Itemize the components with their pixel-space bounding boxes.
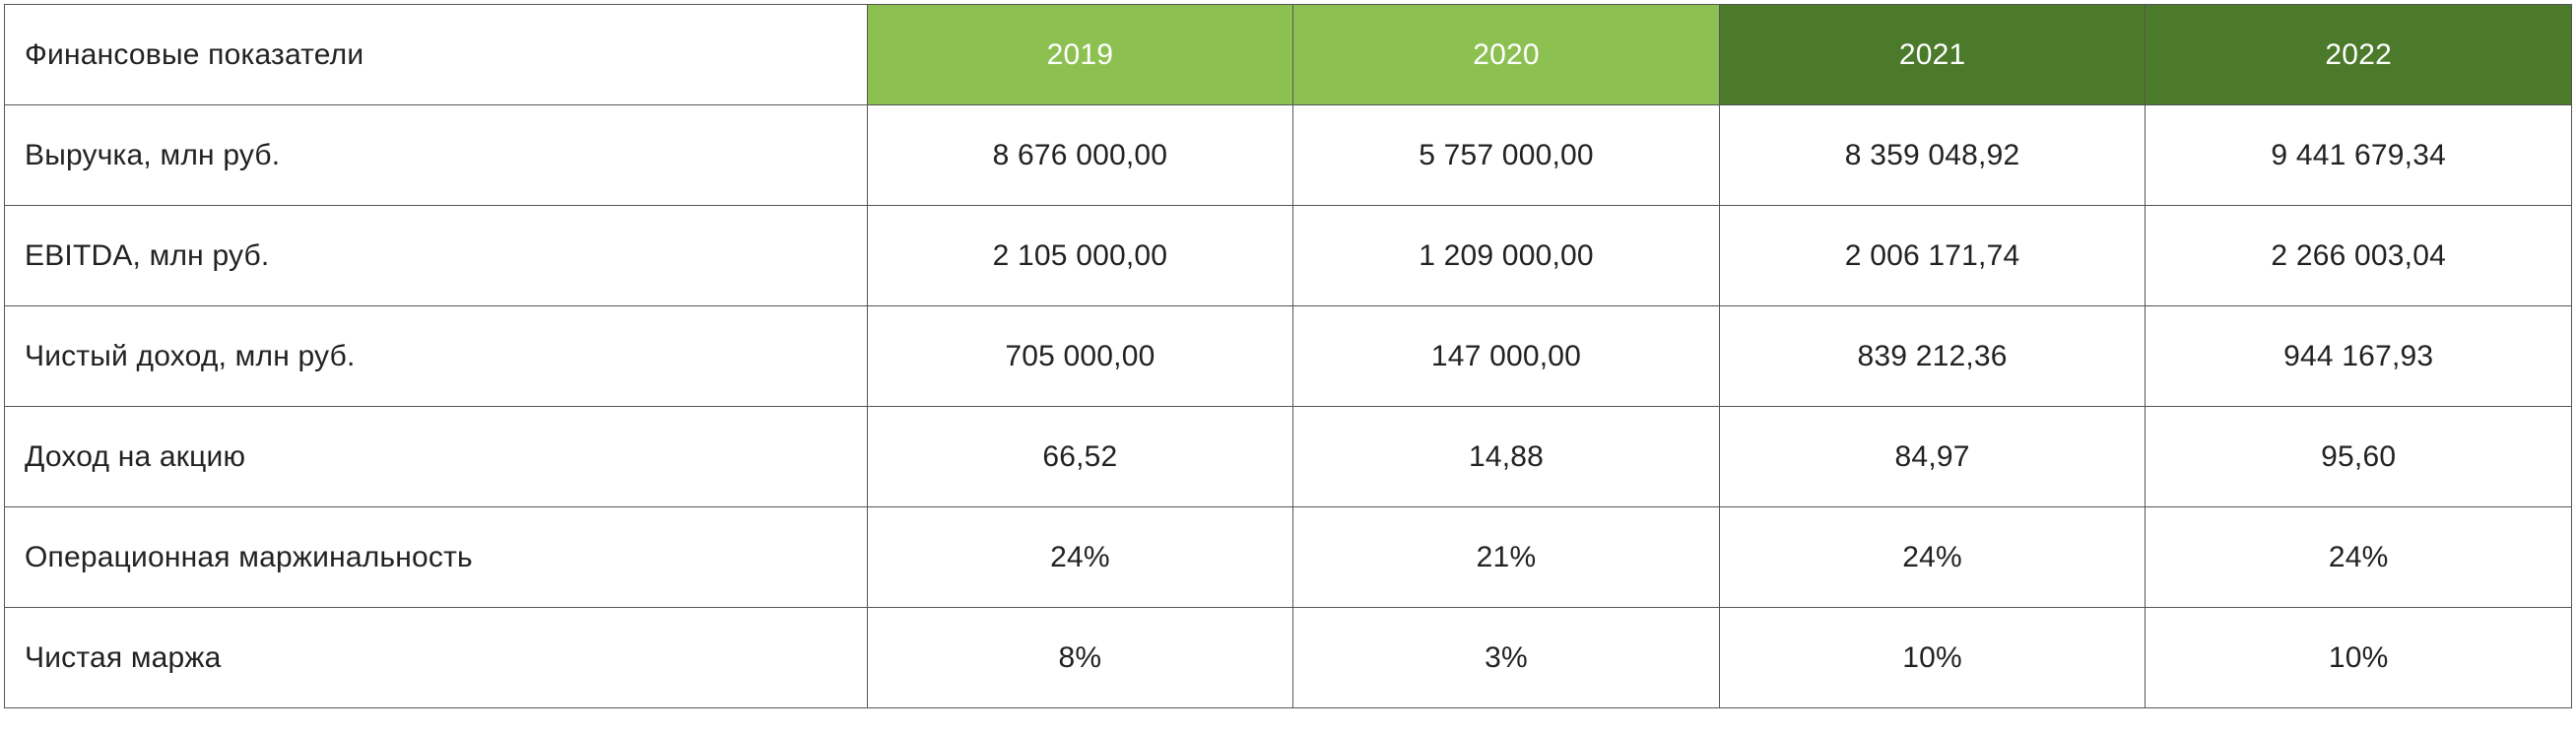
cell: 839 212,36 xyxy=(1719,306,2146,407)
table-head: Финансовые показатели 2019 2020 2021 202… xyxy=(5,5,2572,105)
header-row: Финансовые показатели 2019 2020 2021 202… xyxy=(5,5,2572,105)
cell: 147 000,00 xyxy=(1293,306,1720,407)
cell: 8 676 000,00 xyxy=(867,105,1293,206)
cell: 3% xyxy=(1293,608,1720,708)
cell: 10% xyxy=(1719,608,2146,708)
cell: 21% xyxy=(1293,507,1720,608)
cell: 95,60 xyxy=(2146,407,2572,507)
table-row: Чистый доход, млн руб. 705 000,00 147 00… xyxy=(5,306,2572,407)
cell: 8% xyxy=(867,608,1293,708)
row-label: Чистый доход, млн руб. xyxy=(5,306,868,407)
cell: 2 006 171,74 xyxy=(1719,206,2146,306)
cell: 705 000,00 xyxy=(867,306,1293,407)
financial-table: Финансовые показатели 2019 2020 2021 202… xyxy=(4,4,2572,708)
header-year-4: 2022 xyxy=(2146,5,2572,105)
header-label: Финансовые показатели xyxy=(5,5,868,105)
row-label: Доход на акцию xyxy=(5,407,868,507)
row-label: Операционная маржинальность xyxy=(5,507,868,608)
cell: 944 167,93 xyxy=(2146,306,2572,407)
row-label: Выручка, млн руб. xyxy=(5,105,868,206)
table-body: Выручка, млн руб. 8 676 000,00 5 757 000… xyxy=(5,105,2572,708)
cell: 24% xyxy=(2146,507,2572,608)
cell: 8 359 048,92 xyxy=(1719,105,2146,206)
cell: 14,88 xyxy=(1293,407,1720,507)
table-row: EBITDA, млн руб. 2 105 000,00 1 209 000,… xyxy=(5,206,2572,306)
cell: 2 266 003,04 xyxy=(2146,206,2572,306)
header-year-2: 2020 xyxy=(1293,5,1720,105)
cell: 2 105 000,00 xyxy=(867,206,1293,306)
row-label: EBITDA, млн руб. xyxy=(5,206,868,306)
cell: 9 441 679,34 xyxy=(2146,105,2572,206)
table-row: Выручка, млн руб. 8 676 000,00 5 757 000… xyxy=(5,105,2572,206)
cell: 10% xyxy=(2146,608,2572,708)
table-row: Чистая маржа 8% 3% 10% 10% xyxy=(5,608,2572,708)
header-year-1: 2019 xyxy=(867,5,1293,105)
cell: 24% xyxy=(867,507,1293,608)
cell: 1 209 000,00 xyxy=(1293,206,1720,306)
header-year-3: 2021 xyxy=(1719,5,2146,105)
row-label: Чистая маржа xyxy=(5,608,868,708)
table-row: Операционная маржинальность 24% 21% 24% … xyxy=(5,507,2572,608)
table-row: Доход на акцию 66,52 14,88 84,97 95,60 xyxy=(5,407,2572,507)
cell: 5 757 000,00 xyxy=(1293,105,1720,206)
cell: 84,97 xyxy=(1719,407,2146,507)
cell: 24% xyxy=(1719,507,2146,608)
cell: 66,52 xyxy=(867,407,1293,507)
